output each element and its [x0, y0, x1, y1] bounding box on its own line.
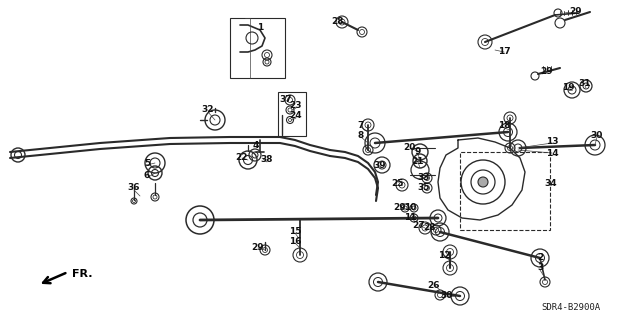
Text: 34: 34 [545, 179, 557, 188]
Text: 13: 13 [546, 137, 558, 146]
Bar [278, 92, 306, 136]
Text: 32: 32 [202, 106, 214, 115]
Text: 22: 22 [236, 152, 248, 161]
Text: 28: 28 [424, 222, 436, 232]
Text: 28: 28 [332, 18, 344, 26]
Text: 35: 35 [418, 182, 430, 191]
Text: 29: 29 [570, 8, 582, 17]
Text: 11: 11 [404, 212, 416, 221]
Text: 14: 14 [546, 149, 558, 158]
Text: 16: 16 [289, 238, 301, 247]
Text: 12: 12 [438, 250, 451, 259]
Bar [460, 152, 550, 230]
Text: 17: 17 [498, 48, 510, 56]
Text: 26: 26 [428, 280, 440, 290]
Text: 30: 30 [441, 292, 453, 300]
Circle shape [478, 177, 488, 187]
Text: 37: 37 [280, 95, 292, 105]
Text: 10: 10 [404, 203, 416, 211]
Text: 19: 19 [562, 84, 574, 93]
Text: 2: 2 [537, 254, 543, 263]
Text: 29: 29 [394, 204, 406, 212]
Text: 21: 21 [412, 158, 424, 167]
Text: SDR4-B2900A: SDR4-B2900A [541, 303, 600, 313]
Text: 36: 36 [128, 183, 140, 192]
Text: 39: 39 [374, 160, 387, 169]
Text: 29: 29 [541, 68, 554, 77]
Text: 27: 27 [413, 220, 426, 229]
Text: 33: 33 [418, 173, 430, 182]
Text: 24: 24 [290, 112, 302, 121]
Text: 20: 20 [403, 144, 415, 152]
Text: 8: 8 [358, 130, 364, 139]
Text: 3: 3 [537, 263, 543, 272]
Text: 38: 38 [260, 155, 273, 165]
Text: 6: 6 [144, 172, 150, 181]
Text: 23: 23 [290, 101, 302, 110]
Bar [230, 18, 285, 78]
Text: 4: 4 [253, 140, 259, 150]
Text: 31: 31 [579, 79, 591, 88]
Text: 18: 18 [498, 122, 510, 130]
Text: 5: 5 [144, 159, 150, 167]
Text: 30: 30 [591, 130, 603, 139]
Text: 1: 1 [257, 24, 263, 33]
Text: 7: 7 [358, 121, 364, 130]
Text: 9: 9 [415, 147, 421, 157]
Text: 29: 29 [252, 243, 264, 253]
Text: FR.: FR. [72, 269, 93, 279]
Text: 25: 25 [391, 179, 403, 188]
Text: 15: 15 [289, 227, 301, 236]
